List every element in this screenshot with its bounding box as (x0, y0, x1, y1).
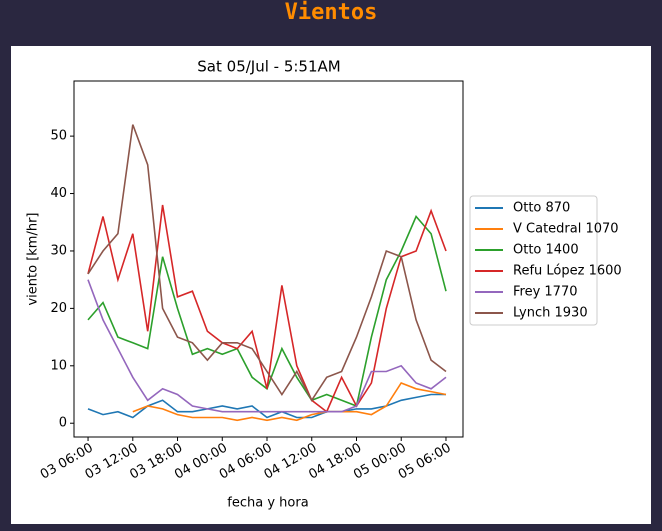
series-line (87, 204, 447, 413)
series-line (87, 215, 447, 408)
legend-label: Frey 1770 (513, 285, 578, 300)
chart-title: Sat 05/Jul - 5:51AM (197, 58, 340, 76)
legend-label: Otto 1400 (513, 243, 579, 258)
x-axis-label: fecha y hora (227, 496, 308, 511)
chart: Sat 05/Jul - 5:51AM fecha y hora viento … (26, 58, 622, 511)
y-tick-label: 50 (50, 129, 67, 144)
legend-label: Otto 870 (513, 201, 570, 216)
y-tick-label: 10 (50, 358, 67, 373)
legend-label: Refu López 1600 (513, 264, 622, 279)
y-tick-label: 0 (59, 416, 67, 431)
plot-frame (73, 80, 464, 438)
header-title: Vientos (284, 0, 378, 25)
y-axis-label: viento [km/hr] (26, 212, 41, 305)
card: Sat 05/Jul - 5:51AM fecha y hora viento … (11, 46, 651, 524)
legend-label: V Catedral 1070 (513, 222, 619, 237)
y-tick-label: 20 (50, 301, 67, 316)
series-line (87, 124, 447, 402)
legend-label: Lynch 1930 (513, 306, 588, 321)
y-tick-label: 30 (50, 243, 67, 258)
y-tick-label: 40 (50, 186, 67, 201)
series-line (132, 382, 447, 422)
series-line (87, 279, 447, 413)
